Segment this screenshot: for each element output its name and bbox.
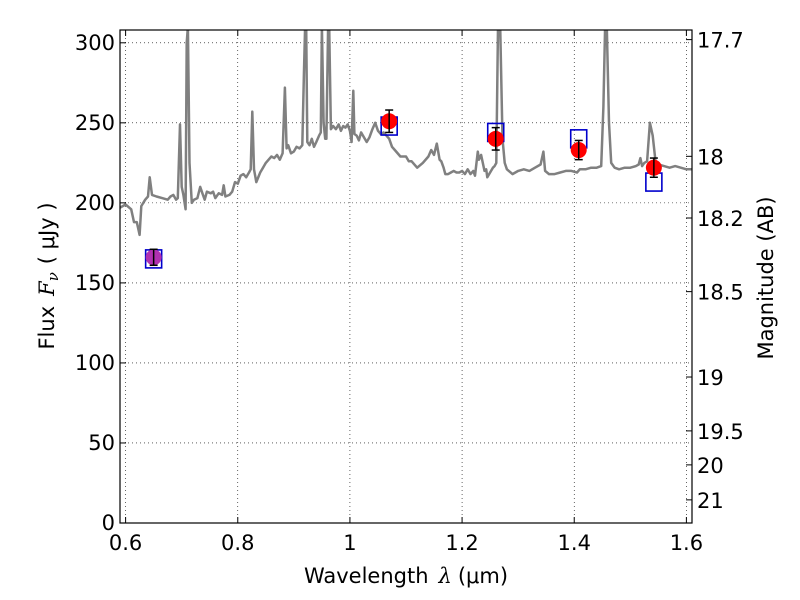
y2-tick-label: 17.7 — [697, 29, 744, 53]
y-tick-label: 250 — [75, 111, 115, 135]
y-tick-label: 300 — [75, 31, 115, 55]
y2-tick-label: 18.2 — [697, 207, 744, 231]
spectrum-layer — [120, 30, 692, 237]
y-tick-label: 200 — [75, 191, 115, 215]
measured-points-layer — [145, 109, 662, 267]
x-tick-label: 1.2 — [445, 531, 478, 555]
y-axis-title: FluxFν( μJy ) — [35, 202, 62, 349]
y-tick-label: 100 — [75, 351, 115, 375]
y2-tick-label: 18 — [697, 145, 724, 169]
x-axis-title: Wavelength λ (μm) — [304, 564, 508, 588]
x-tick-label: 1.4 — [558, 531, 591, 555]
axis-ticks: 0.6 0.8 1 1.2 1.4 1.6 0 50 100 150 200 250 300 17.7 18… — [75, 29, 744, 555]
y-tick-label: 0 — [102, 511, 115, 535]
y2-tick-label: 20 — [697, 454, 724, 478]
spectrum-line — [120, 30, 692, 237]
x-tick-label: 1.6 — [670, 531, 703, 555]
grid-lines — [120, 30, 692, 524]
x-tick-label: 1 — [343, 531, 356, 555]
plot-frame — [119, 29, 693, 524]
y-tick-label: 50 — [88, 431, 115, 455]
secondary-y-axis-title: Magnitude (AB) — [754, 196, 778, 359]
y2-tick-label: 19.5 — [697, 420, 744, 444]
y2-tick-label: 21 — [697, 489, 724, 513]
y2-tick-label: 19 — [697, 366, 724, 390]
x-tick-label: 0.8 — [221, 531, 254, 555]
x-tick-label: 0.6 — [109, 531, 142, 555]
y-tick-label: 150 — [75, 271, 115, 295]
y2-tick-label: 18.5 — [697, 281, 744, 305]
